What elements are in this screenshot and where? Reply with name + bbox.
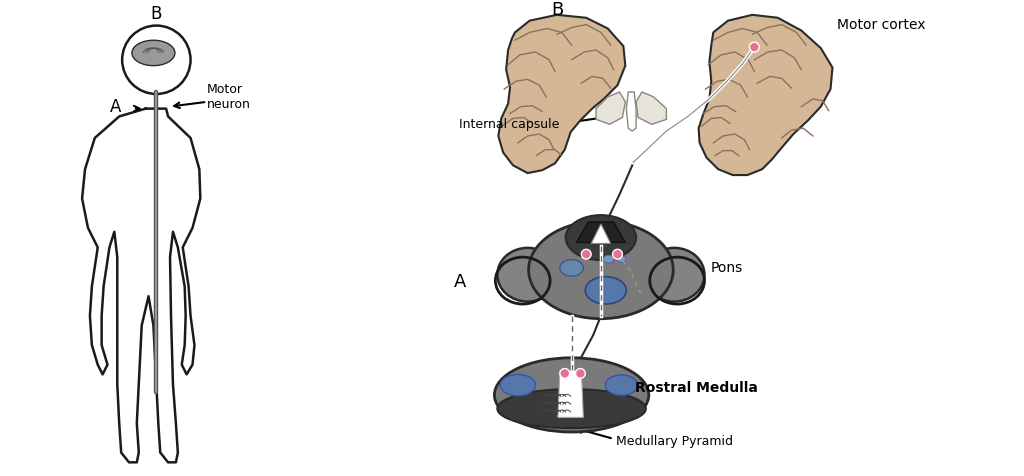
Polygon shape — [698, 15, 833, 175]
Circle shape — [750, 42, 759, 52]
Polygon shape — [577, 222, 626, 242]
Circle shape — [612, 249, 623, 259]
Text: Rostral Medulla: Rostral Medulla — [635, 381, 758, 395]
Text: Medullary Pyramid: Medullary Pyramid — [615, 436, 732, 448]
Text: Pons: Pons — [711, 261, 742, 275]
Ellipse shape — [498, 389, 646, 428]
Text: Internal capsule: Internal capsule — [459, 118, 559, 131]
Ellipse shape — [603, 255, 614, 263]
Ellipse shape — [132, 40, 175, 66]
Text: A: A — [455, 273, 467, 291]
Polygon shape — [558, 370, 584, 417]
Polygon shape — [591, 224, 610, 243]
Ellipse shape — [565, 215, 636, 260]
Ellipse shape — [644, 248, 705, 302]
Polygon shape — [627, 92, 636, 131]
Ellipse shape — [617, 256, 626, 262]
Text: Motor
neuron: Motor neuron — [207, 83, 251, 111]
Ellipse shape — [498, 248, 558, 302]
Ellipse shape — [605, 375, 638, 396]
Text: Motor cortex: Motor cortex — [838, 18, 926, 31]
Polygon shape — [596, 92, 626, 124]
Polygon shape — [636, 92, 667, 124]
Text: A: A — [110, 98, 121, 116]
Circle shape — [582, 249, 591, 259]
Ellipse shape — [495, 358, 649, 432]
Circle shape — [560, 368, 569, 378]
Ellipse shape — [586, 277, 627, 304]
Ellipse shape — [501, 375, 536, 396]
Circle shape — [575, 368, 586, 378]
Text: B: B — [551, 1, 563, 19]
Text: B: B — [151, 5, 162, 23]
Ellipse shape — [560, 259, 584, 276]
Ellipse shape — [528, 221, 673, 319]
Polygon shape — [499, 15, 626, 173]
